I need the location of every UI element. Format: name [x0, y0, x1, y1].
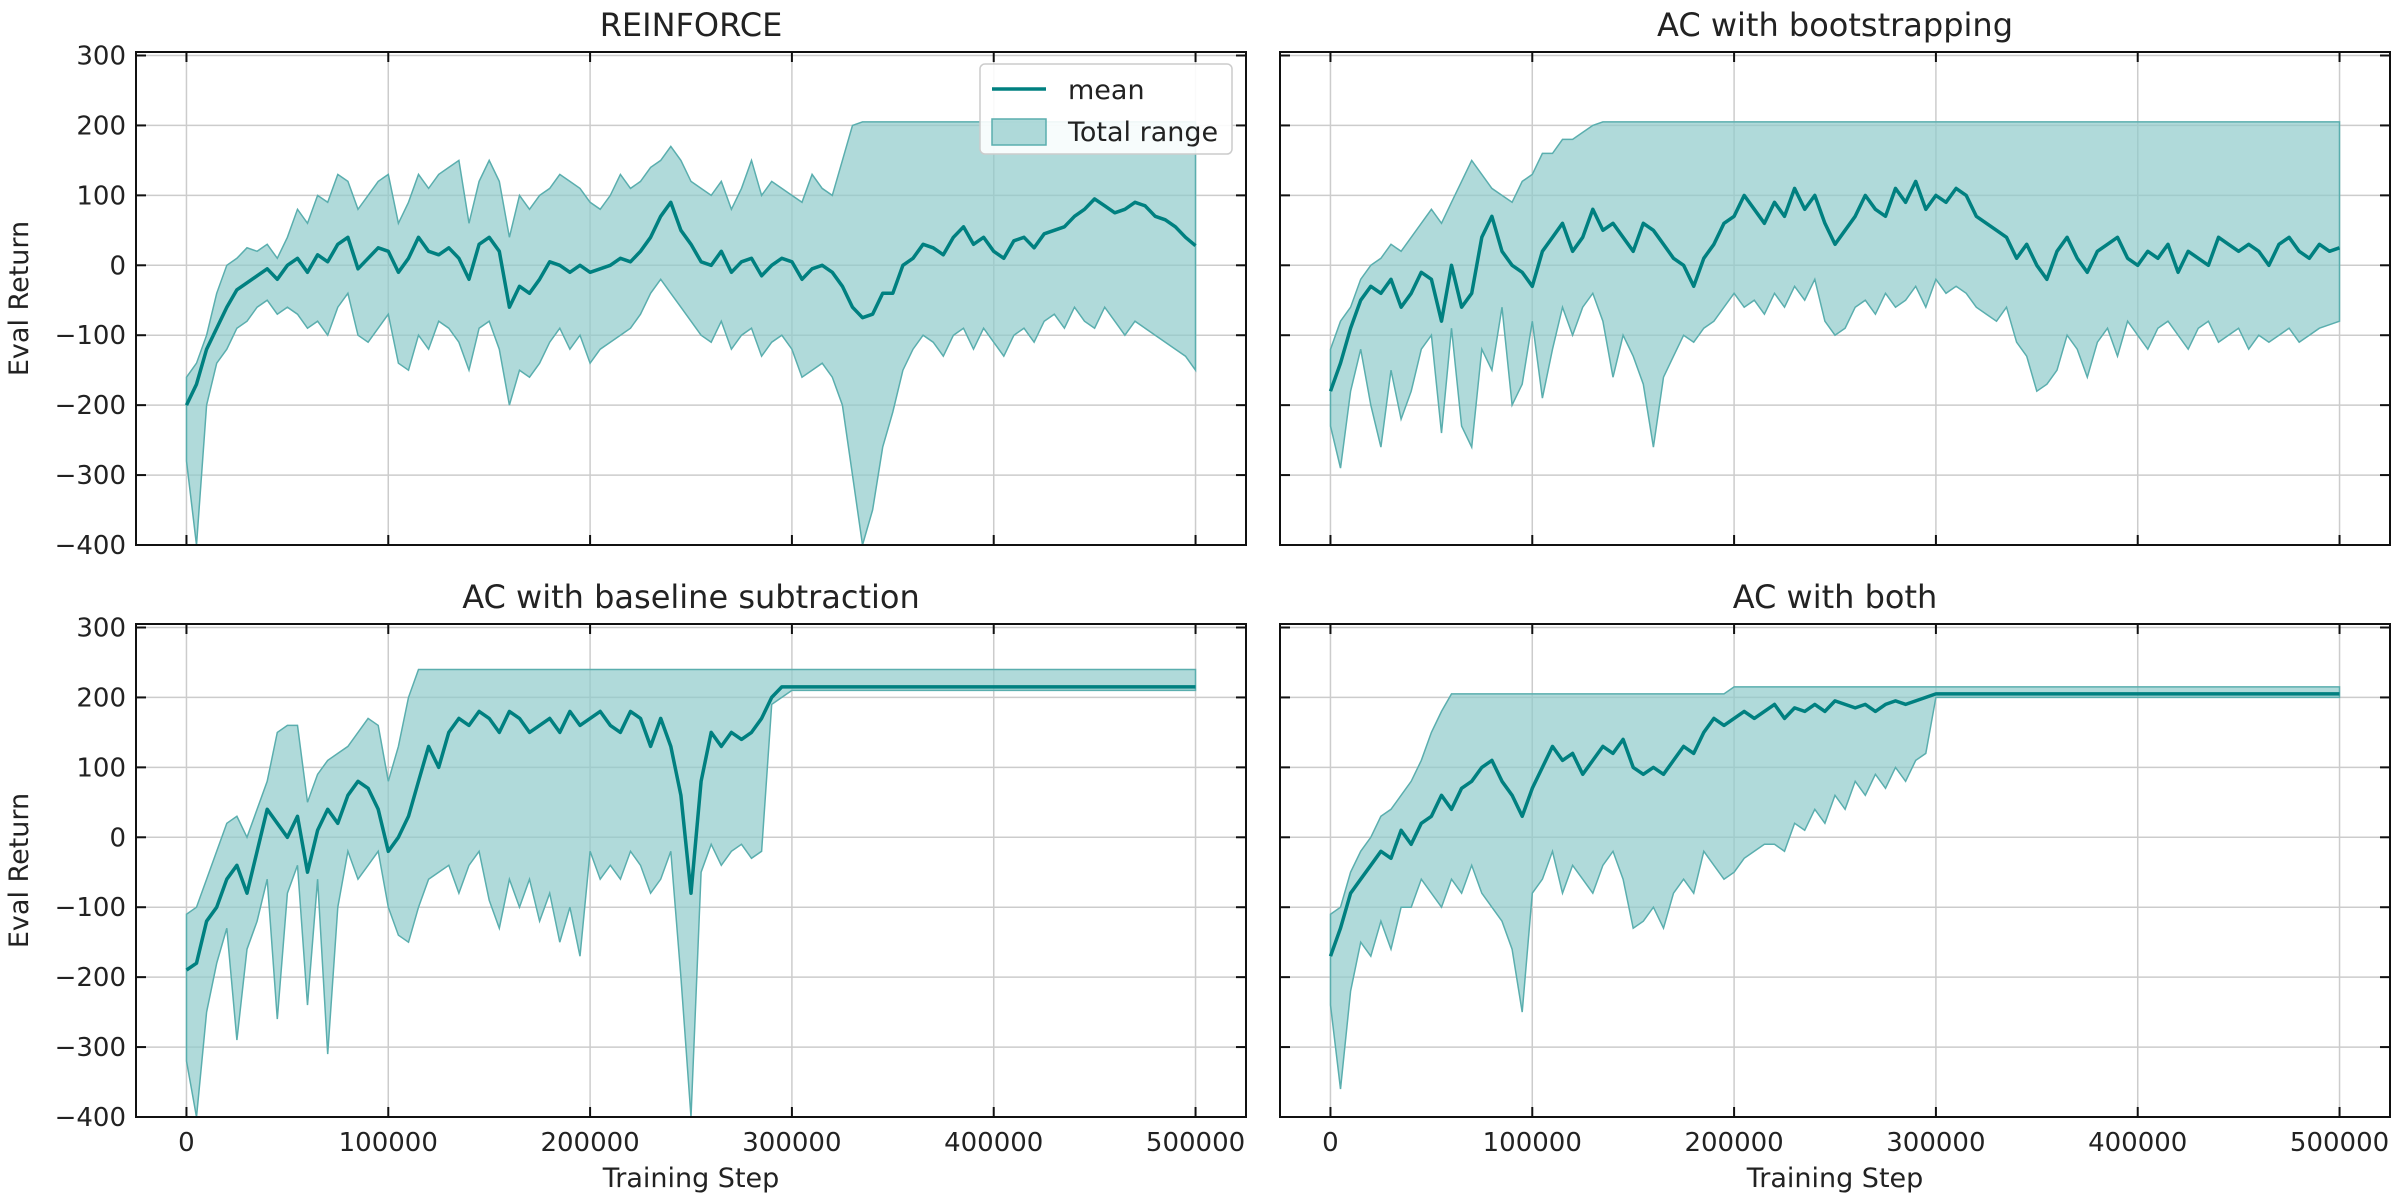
- y-tick-label: 0: [109, 823, 126, 853]
- plot-frame: [1279, 51, 2391, 546]
- y-tick-label: 100: [76, 181, 126, 211]
- panel-1: −400 −300 −200 −100 0 100 200 300 REINFORCE Eval …: [4, 6, 1247, 561]
- panel-4: 0 100000 200000 300000 400000 500000 AC with b…: [1279, 578, 2391, 1194]
- total-range-band: [1329, 686, 2341, 1090]
- y-tick-label: −400: [55, 1103, 126, 1133]
- plot-frame: [135, 623, 1247, 1118]
- x-tick-label: 200000: [540, 1128, 639, 1158]
- x-tick-label: 500000: [1146, 1128, 1245, 1158]
- panel-title: AC with both: [1733, 578, 1938, 616]
- y-tick-label: 300: [76, 41, 126, 71]
- legend-range-label: Total range: [1067, 117, 1218, 148]
- panel-3: 0 100000 200000 300000 400000 500000 −400 −300 −…: [4, 578, 1247, 1194]
- plot-frame: [1279, 623, 2391, 1118]
- y-tick-label: −300: [55, 461, 126, 491]
- x-tick-label: 300000: [742, 1128, 841, 1158]
- legend-mean-label: mean: [1068, 75, 1145, 106]
- mean-line: [184, 197, 1197, 406]
- panel-title: AC with baseline subtraction: [462, 578, 920, 616]
- y-tick-label: 0: [109, 251, 126, 281]
- x-tick-label: 400000: [2088, 1128, 2187, 1158]
- y-tick-label: −200: [55, 963, 126, 993]
- y-tick-label: 200: [76, 111, 126, 141]
- y-tick-label: −400: [55, 531, 126, 561]
- legend-range-swatch: [991, 118, 1047, 146]
- plot-frame: [135, 51, 1247, 546]
- mean-line: [1328, 179, 2341, 392]
- x-tick-label: 100000: [1483, 1128, 1582, 1158]
- x-axis-label: Training Step: [602, 1163, 780, 1194]
- y-tick-label: 100: [76, 753, 126, 783]
- legend: mean Total range: [979, 63, 1233, 155]
- y-axis-label: Eval Return: [4, 221, 35, 376]
- y-tick-label: −100: [55, 893, 126, 923]
- y-tick-label: 300: [76, 613, 126, 643]
- y-tick-label: −100: [55, 321, 126, 351]
- total-range-band: [185, 121, 1197, 545]
- panel-title: REINFORCE: [600, 6, 783, 44]
- x-axis-label: Training Step: [1746, 1163, 1924, 1194]
- x-tick-label: 0: [1322, 1128, 1339, 1158]
- panel-title: AC with bootstrapping: [1657, 6, 2013, 44]
- x-tick-label: 0: [178, 1128, 195, 1158]
- y-tick-label: 200: [76, 683, 126, 713]
- x-tick-label: 500000: [2290, 1128, 2389, 1158]
- mean-line: [185, 685, 1196, 972]
- y-tick-label: −200: [55, 391, 126, 421]
- x-tick-label: 200000: [1684, 1128, 1783, 1158]
- y-axis-label: Eval Return: [4, 793, 35, 948]
- mean-line: [1328, 692, 2340, 957]
- panel-2: AC with bootstrapping: [1279, 6, 2391, 546]
- x-tick-label: 300000: [1886, 1128, 1985, 1158]
- x-tick-label: 100000: [339, 1128, 438, 1158]
- y-tick-label: −300: [55, 1033, 126, 1063]
- x-tick-label: 400000: [944, 1128, 1043, 1158]
- total-range-band: [1329, 121, 2341, 469]
